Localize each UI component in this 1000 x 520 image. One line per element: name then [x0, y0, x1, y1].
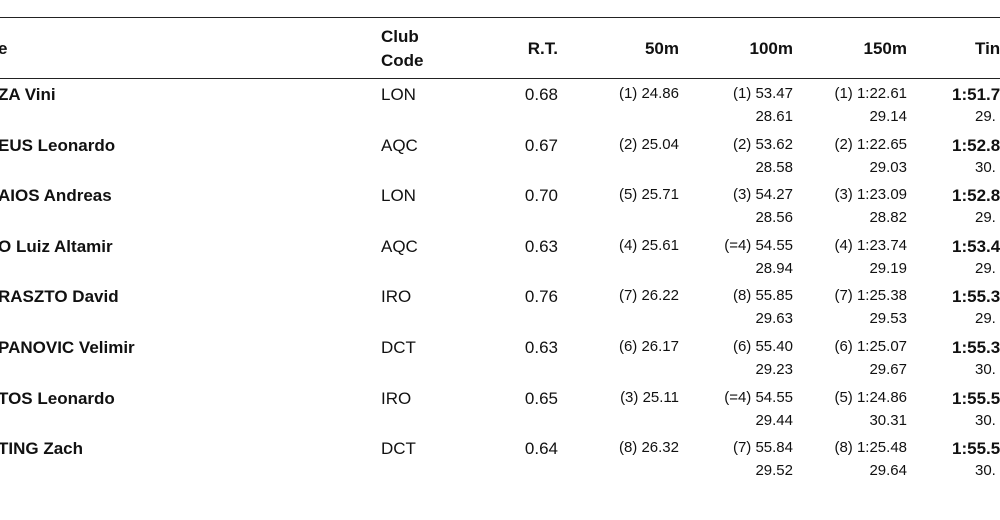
lap-final: 29.: [975, 108, 996, 125]
club-code: LON: [381, 186, 416, 206]
split-50m: (3) 25.11: [620, 388, 679, 406]
lap-final: 29.: [975, 259, 996, 277]
lap-final: 29.: [975, 310, 996, 328]
club-code: AQC: [381, 135, 418, 155]
reaction-time: 0.70: [524, 186, 558, 206]
split-150m: (6) 1:25.07: [834, 338, 907, 355]
lap-150m: 29.53: [869, 310, 907, 328]
swimmer-name: TING Zach: [0, 439, 84, 459]
final-time: 1:53.4: [952, 236, 1000, 256]
split-100m: (6) 55.40: [732, 338, 793, 355]
final-time: 1:55.5: [952, 388, 1000, 408]
split-150m: (7) 1:25.38: [834, 287, 907, 305]
reaction-time: 0.63: [524, 236, 558, 256]
header-rt: R.T.: [527, 39, 558, 58]
club-code: IRO: [381, 388, 412, 408]
lap-150m: 30.31: [869, 411, 907, 429]
split-150m: (8) 1:25.48: [834, 439, 907, 457]
final-time: 1:52.8: [952, 186, 1000, 206]
split-100m: (8) 55.85: [732, 287, 793, 305]
reaction-time: 0.63: [524, 338, 558, 357]
lap-100m: 29.63: [755, 310, 793, 328]
header-150m: 150m: [863, 39, 907, 58]
reaction-time: 0.65: [524, 388, 558, 408]
split-50m: (1) 24.86: [618, 85, 679, 102]
swimmer-name: O Luiz Altamir: [0, 236, 113, 256]
club-code: LON: [381, 85, 416, 104]
split-50m: (8) 26.32: [618, 439, 679, 457]
split-50m: (6) 26.17: [618, 338, 679, 355]
lap-150m: 29.67: [869, 361, 907, 378]
lap-100m: 28.61: [755, 108, 793, 125]
lap-final: 29.: [975, 209, 996, 227]
lap-150m: 28.82: [869, 209, 907, 227]
split-150m: (5) 1:24.86: [834, 388, 907, 406]
header-100m: 100m: [749, 39, 793, 58]
club-code: IRO: [381, 287, 412, 307]
lap-150m: 29.03: [869, 158, 907, 176]
club-code: DCT: [381, 439, 416, 459]
lap-150m: 29.14: [869, 108, 907, 125]
split-100m: (3) 54.27: [732, 186, 793, 204]
lap-100m: 29.44: [755, 411, 793, 429]
final-time: 1:52.8: [952, 135, 1000, 155]
header-time: Tin: [975, 39, 1000, 58]
lap-final: 30.: [975, 361, 996, 378]
swimmer-name: TOS Leonardo: [0, 388, 115, 408]
final-time: 1:55.3: [952, 287, 1000, 307]
lap-100m: 29.52: [755, 462, 793, 480]
split-50m: (4) 25.61: [618, 236, 679, 254]
club-code: DCT: [381, 338, 416, 357]
header-club: Code: [381, 51, 424, 70]
lap-final: 30.: [975, 411, 996, 429]
split-150m: (2) 1:22.65: [834, 135, 907, 153]
swimmer-name: PANOVIC Velimir: [0, 338, 135, 357]
split-100m: (7) 55.84: [732, 439, 793, 457]
final-time: 1:55.5: [952, 439, 1000, 459]
header-50m: 50m: [644, 39, 679, 58]
reaction-time: 0.68: [524, 85, 558, 104]
reaction-time: 0.67: [524, 135, 558, 155]
split-100m: (=4) 54.55: [724, 236, 793, 254]
final-time: 1:51.7: [952, 85, 1000, 104]
swimmer-name: RASZTO David: [0, 287, 119, 307]
split-150m: (3) 1:23.09: [834, 186, 907, 204]
split-50m: (7) 26.22: [618, 287, 679, 305]
swimmer-name: AIOS Andreas: [0, 186, 112, 206]
lap-150m: 29.19: [869, 259, 907, 277]
lap-final: 30.: [975, 462, 996, 480]
lap-100m: 28.94: [755, 259, 793, 277]
lap-150m: 29.64: [869, 462, 907, 480]
header-name: e: [0, 39, 8, 58]
lap-100m: 28.58: [755, 158, 793, 176]
split-100m: (1) 53.47: [732, 85, 793, 102]
top-rule: [0, 17, 1000, 18]
lap-final: 30.: [975, 158, 996, 176]
split-50m: (5) 25.71: [618, 186, 679, 204]
split-100m: (=4) 54.55: [724, 388, 793, 406]
lap-100m: 28.56: [755, 209, 793, 227]
split-50m: (2) 25.04: [618, 135, 679, 153]
header-rule: [0, 78, 1000, 79]
swimmer-name: EUS Leonardo: [0, 135, 116, 155]
split-150m: (1) 1:22.61: [834, 85, 907, 102]
split-100m: (2) 53.62: [732, 135, 793, 153]
lap-100m: 29.23: [755, 361, 793, 378]
split-150m: (4) 1:23.74: [834, 236, 907, 254]
reaction-time: 0.64: [524, 439, 558, 459]
club-code: AQC: [381, 236, 418, 256]
reaction-time: 0.76: [524, 287, 558, 307]
swimmer-name: ZA Vini: [0, 85, 56, 104]
header-club: Club: [381, 27, 419, 46]
final-time: 1:55.3: [952, 338, 1000, 357]
